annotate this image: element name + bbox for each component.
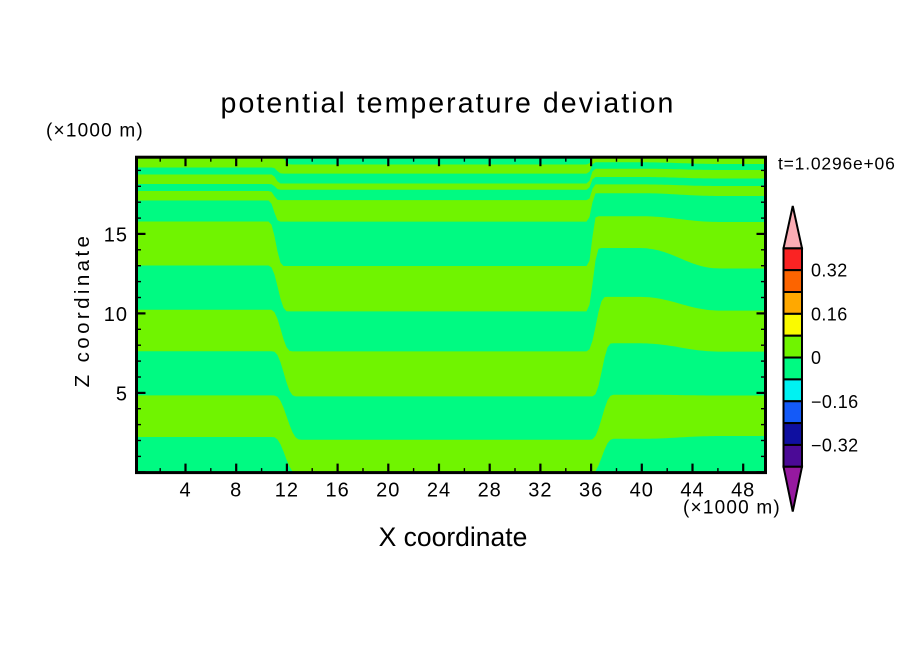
svg-text:15: 15 <box>104 224 128 246</box>
svg-text:36: 36 <box>579 480 603 502</box>
svg-text:16: 16 <box>325 480 349 502</box>
svg-text:potential temperature deviatio: potential temperature deviation <box>221 88 676 120</box>
svg-text:0.16: 0.16 <box>811 304 848 324</box>
svg-text:0.32: 0.32 <box>811 261 848 281</box>
svg-text:20: 20 <box>376 480 400 502</box>
svg-text:44: 44 <box>680 480 704 502</box>
svg-text:4: 4 <box>179 480 191 502</box>
svg-text:Z coordinate: Z coordinate <box>71 233 94 388</box>
svg-text:0: 0 <box>811 348 821 368</box>
svg-text:5: 5 <box>116 383 128 405</box>
svg-text:−0.16: −0.16 <box>811 392 859 412</box>
svg-text:24: 24 <box>427 480 451 502</box>
svg-text:−0.32: −0.32 <box>811 435 859 455</box>
svg-text:48: 48 <box>731 480 755 502</box>
svg-text:t=1.0296e+06: t=1.0296e+06 <box>778 154 896 174</box>
svg-text:(×1000 m): (×1000 m) <box>46 121 144 142</box>
svg-text:40: 40 <box>630 480 654 502</box>
svg-text:(×1000 m): (×1000 m) <box>683 498 781 519</box>
svg-text:28: 28 <box>478 480 502 502</box>
svg-text:32: 32 <box>528 480 552 502</box>
svg-text:10: 10 <box>104 304 128 326</box>
svg-text:12: 12 <box>275 480 299 502</box>
svg-text:8: 8 <box>230 480 242 502</box>
svg-text:X coordinate: X coordinate <box>379 522 528 552</box>
